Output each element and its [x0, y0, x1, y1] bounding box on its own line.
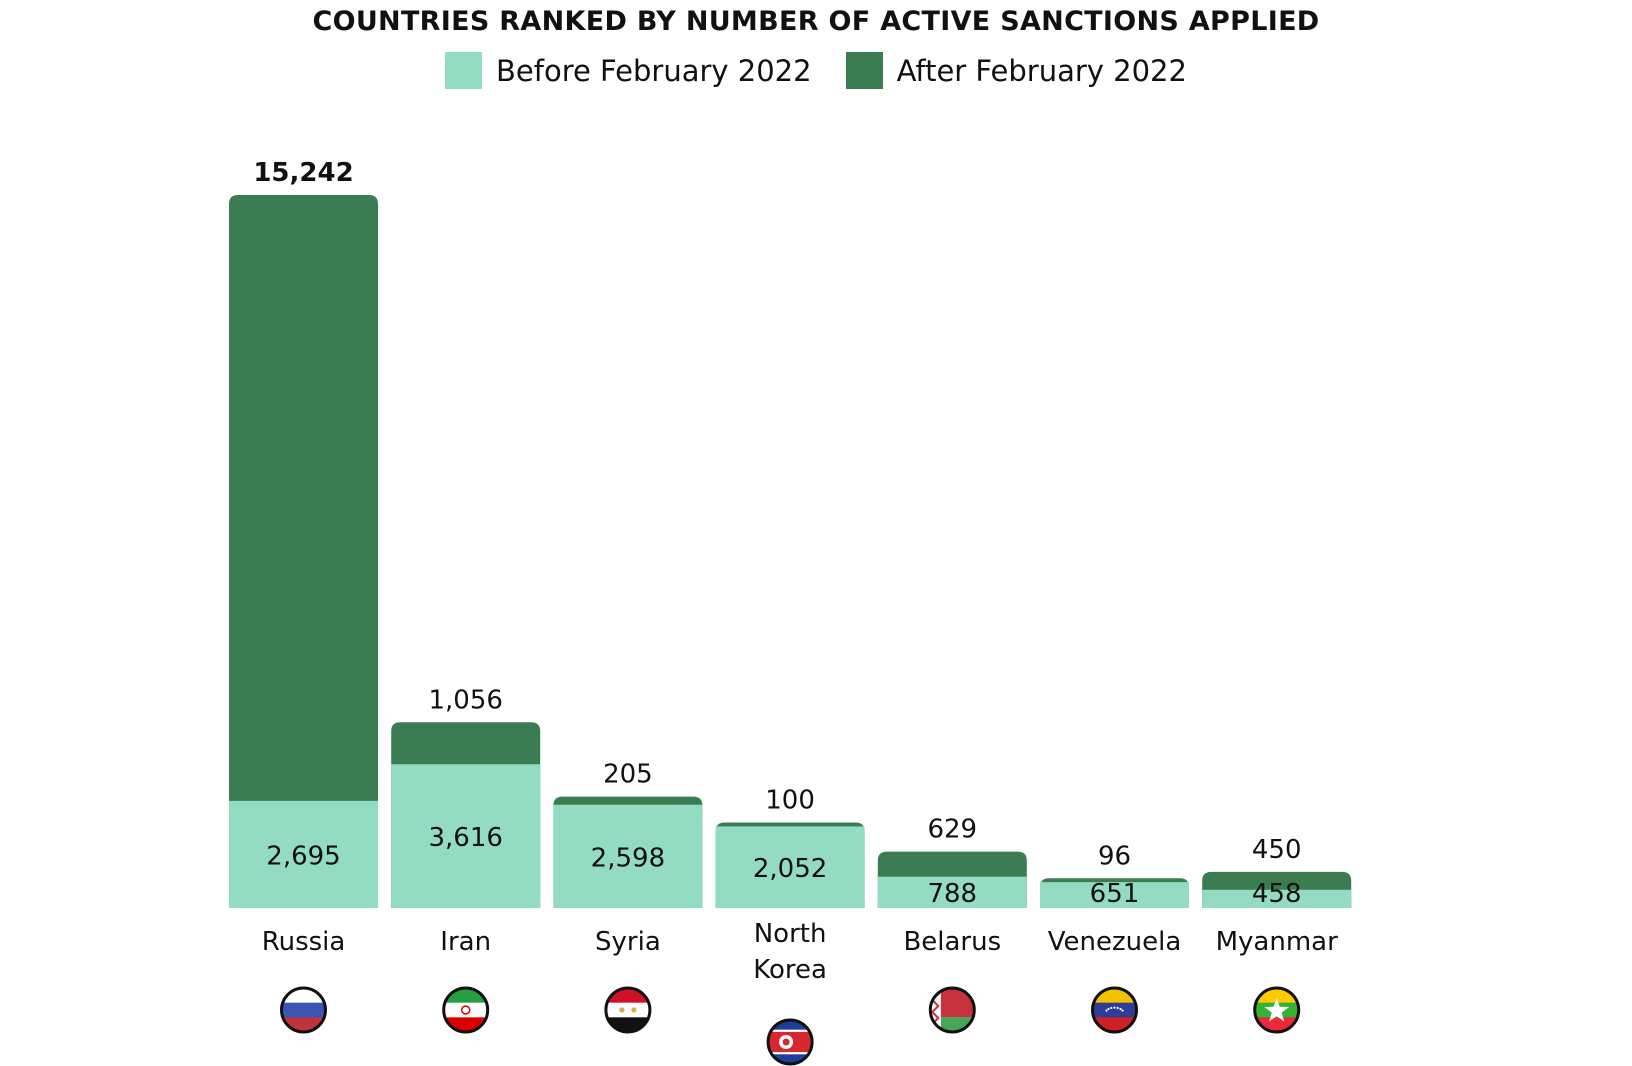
label-after-russia: 15,242: [253, 158, 353, 188]
label-before-myanmar: 458: [1252, 879, 1302, 909]
bar-before-north-korea: [715, 826, 865, 908]
iran-flag-icon: [442, 986, 490, 1034]
label-before-syria: 2,598: [591, 843, 665, 873]
label-after-north-korea: 100: [765, 785, 815, 815]
category-label-syria: Syria: [595, 927, 661, 957]
label-after-iran: 1,056: [428, 685, 502, 715]
bar-before-belarus: [877, 876, 1027, 908]
belarus-flag-icon: [928, 986, 976, 1034]
bar-after-russia: [229, 195, 378, 908]
legend-item-after: After February 2022: [845, 52, 1187, 89]
bar-before-myanmar: [1202, 889, 1352, 908]
bar-before-syria: [553, 804, 703, 908]
legend-swatch-after: [845, 52, 883, 89]
legend-item-before: Before February 2022: [445, 52, 812, 89]
category-label-russia: Russia: [262, 927, 346, 957]
label-before-iran: 3,616: [428, 823, 502, 853]
venezuela-flag-icon: [1091, 986, 1138, 1034]
category-label-north-korea: North Korea: [753, 919, 827, 985]
category-label-myanmar: Myanmar: [1216, 927, 1338, 957]
north-korea-flag-icon: [766, 1018, 814, 1066]
bar-before-russia: [229, 800, 378, 908]
syria-flag-icon: [604, 986, 652, 1034]
bar-before-venezuela: [1040, 882, 1189, 908]
label-before-russia: 2,695: [266, 841, 340, 871]
label-after-venezuela: 96: [1098, 841, 1131, 871]
label-before-venezuela: 651: [1090, 879, 1140, 909]
label-after-syria: 205: [603, 760, 653, 790]
category-label-venezuela: Venezuela: [1048, 927, 1182, 957]
legend-swatch-before: [445, 52, 483, 89]
myanmar-flag-icon: [1253, 986, 1301, 1034]
category-label-belarus: Belarus: [903, 927, 1001, 957]
label-after-belarus: 629: [927, 815, 977, 845]
legend-label-after: After February 2022: [896, 53, 1187, 88]
label-before-belarus: 788: [927, 879, 977, 909]
category-label-iran: Iran: [440, 927, 491, 957]
chart-title: COUNTRIES RANKED BY NUMBER OF ACTIVE SAN…: [312, 6, 1320, 37]
legend-label-before: Before February 2022: [496, 53, 812, 88]
label-after-myanmar: 450: [1252, 835, 1302, 865]
bar-before-iran: [391, 764, 541, 908]
label-before-north-korea: 2,052: [753, 854, 827, 884]
russia-flag-icon: [280, 986, 327, 1034]
legend: Before February 2022 After February 2022: [0, 52, 1632, 89]
